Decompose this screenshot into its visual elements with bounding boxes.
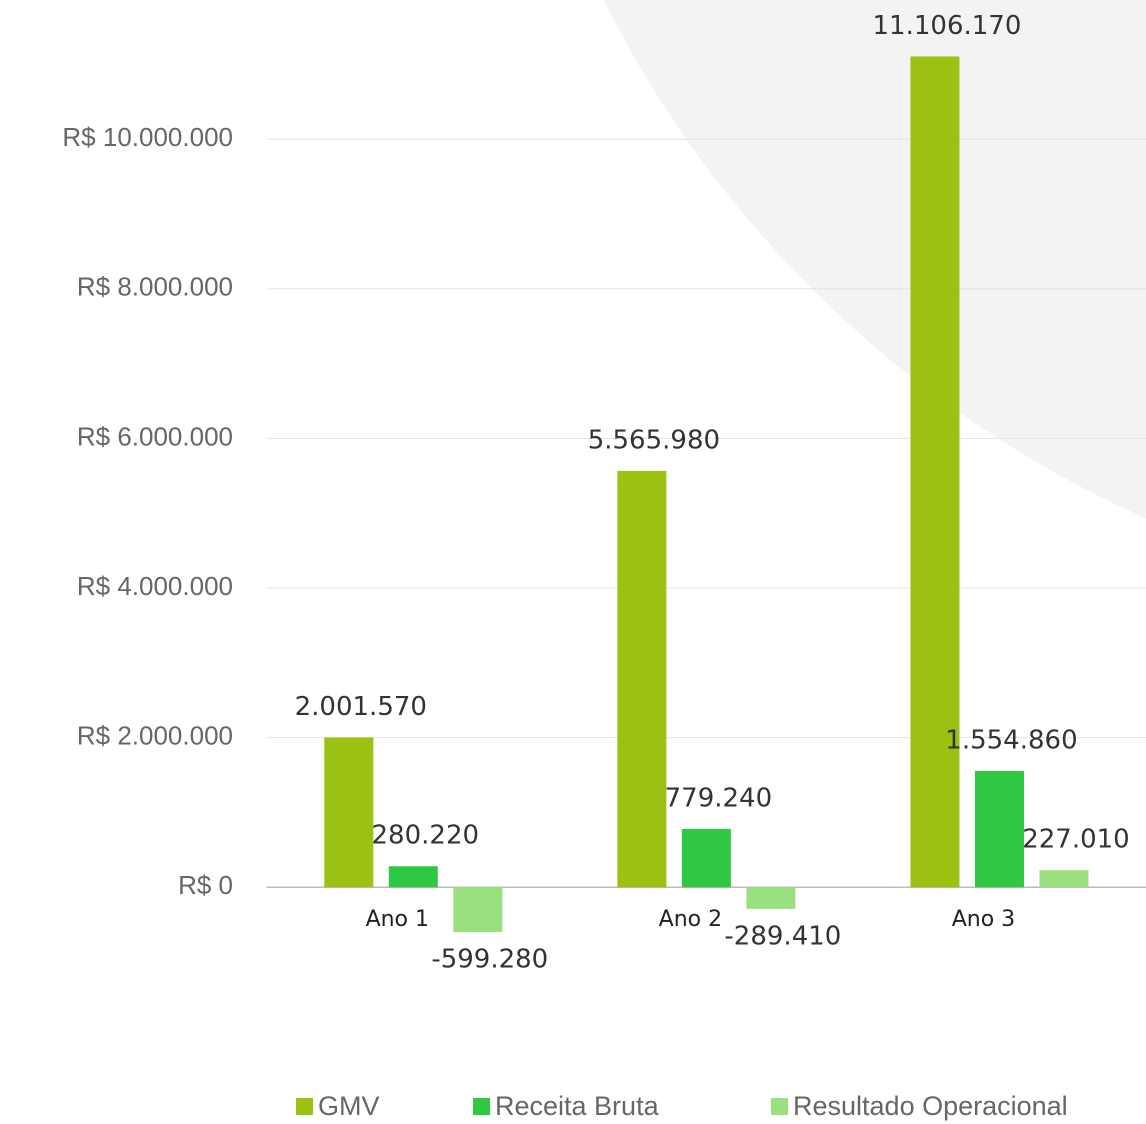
y-tick-label: R$ 6.000.000 [77, 421, 233, 451]
y-tick-label: R$ 2.000.000 [77, 720, 233, 750]
y-tick-label: R$ 10.000.000 [62, 122, 233, 152]
legend-label: Receita Bruta [495, 1091, 660, 1121]
bar [910, 56, 960, 888]
data-label: 280.220 [372, 821, 480, 851]
legend-label: Resultado Operacional [793, 1091, 1068, 1121]
bar [453, 887, 503, 933]
bar [324, 737, 374, 888]
data-label: 227.010 [1022, 825, 1130, 855]
data-label: 2.001.570 [295, 692, 427, 722]
legend-swatch [771, 1098, 788, 1115]
bar [1039, 870, 1089, 888]
bar [617, 470, 667, 888]
legend-label: GMV [318, 1091, 380, 1121]
y-tick-label: R$ 4.000.000 [77, 571, 233, 601]
data-label: -289.410 [724, 921, 841, 951]
data-label: 779.240 [665, 783, 773, 813]
legend-swatch [296, 1098, 313, 1115]
y-tick-label: R$ 8.000.000 [77, 272, 233, 302]
x-tick-label: Ano 3 [952, 907, 1015, 932]
data-label: 1.554.860 [945, 725, 1077, 755]
data-label: 11.106.170 [873, 11, 1022, 41]
bar [388, 866, 438, 888]
legend-swatch [473, 1098, 490, 1115]
x-tick-label: Ano 2 [659, 907, 722, 932]
bar [681, 828, 731, 888]
background-arc [603, 0, 1146, 519]
bar [974, 770, 1024, 888]
y-tick-label: R$ 0 [178, 870, 233, 900]
x-tick-label: Ano 1 [366, 907, 429, 932]
data-label: -599.280 [431, 945, 548, 975]
data-label: 5.565.980 [588, 425, 720, 455]
bar [746, 887, 796, 909]
